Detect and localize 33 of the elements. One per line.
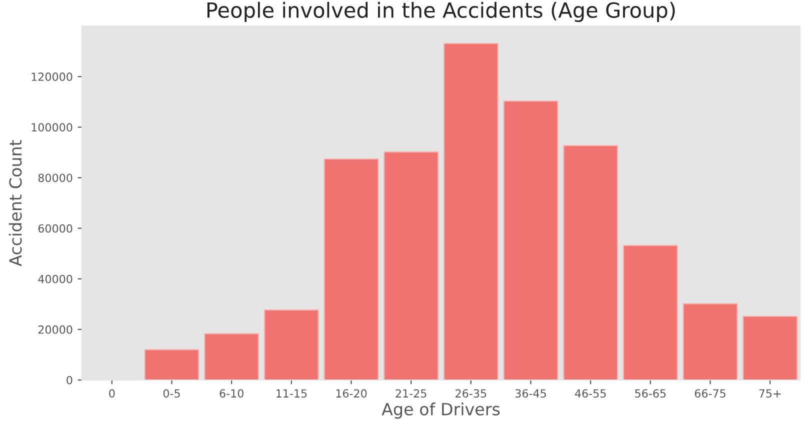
y-axis-title: Accident Count bbox=[8, 140, 22, 266]
x-tick-label: 21-25 bbox=[396, 389, 426, 398]
x-tick-label: 0 bbox=[109, 389, 115, 398]
bar bbox=[503, 100, 558, 380]
x-tick-label: 6-10 bbox=[220, 389, 244, 398]
chart-title: People involved in the Accidents (Age Group) bbox=[207, 2, 675, 22]
y-tick-label: 20000 bbox=[38, 325, 72, 334]
x-tick-label: 66-75 bbox=[694, 389, 726, 398]
y-tick-label: 40000 bbox=[38, 274, 72, 284]
x-tick-label: 16-20 bbox=[336, 389, 367, 398]
bar bbox=[264, 309, 319, 380]
bar bbox=[443, 42, 498, 380]
x-tick-label: 36-45 bbox=[515, 389, 546, 398]
bar bbox=[324, 158, 379, 380]
x-tick-label: 0-5 bbox=[163, 389, 180, 398]
bar bbox=[384, 151, 439, 380]
bar bbox=[682, 303, 738, 380]
x-tick-label: 26-35 bbox=[456, 389, 486, 398]
x-tick-label: 46-55 bbox=[574, 389, 606, 398]
bar bbox=[204, 333, 260, 380]
x-tick-label: 11-15 bbox=[276, 389, 307, 398]
x-tick-label: 75+ bbox=[759, 389, 781, 398]
y-tick-label: 80000 bbox=[38, 174, 72, 182]
y-tick-label: 100000 bbox=[32, 123, 72, 132]
x-axis-title: Age of Drivers bbox=[382, 402, 500, 419]
bar bbox=[622, 244, 678, 380]
bar bbox=[144, 349, 200, 380]
x-tick-label: 56-65 bbox=[635, 389, 666, 398]
y-tick-label: 0 bbox=[66, 376, 72, 384]
y-tick-label: 120000 bbox=[32, 72, 72, 81]
y-tick-label: 60000 bbox=[38, 224, 72, 233]
bar bbox=[742, 316, 798, 380]
bar bbox=[563, 145, 618, 380]
